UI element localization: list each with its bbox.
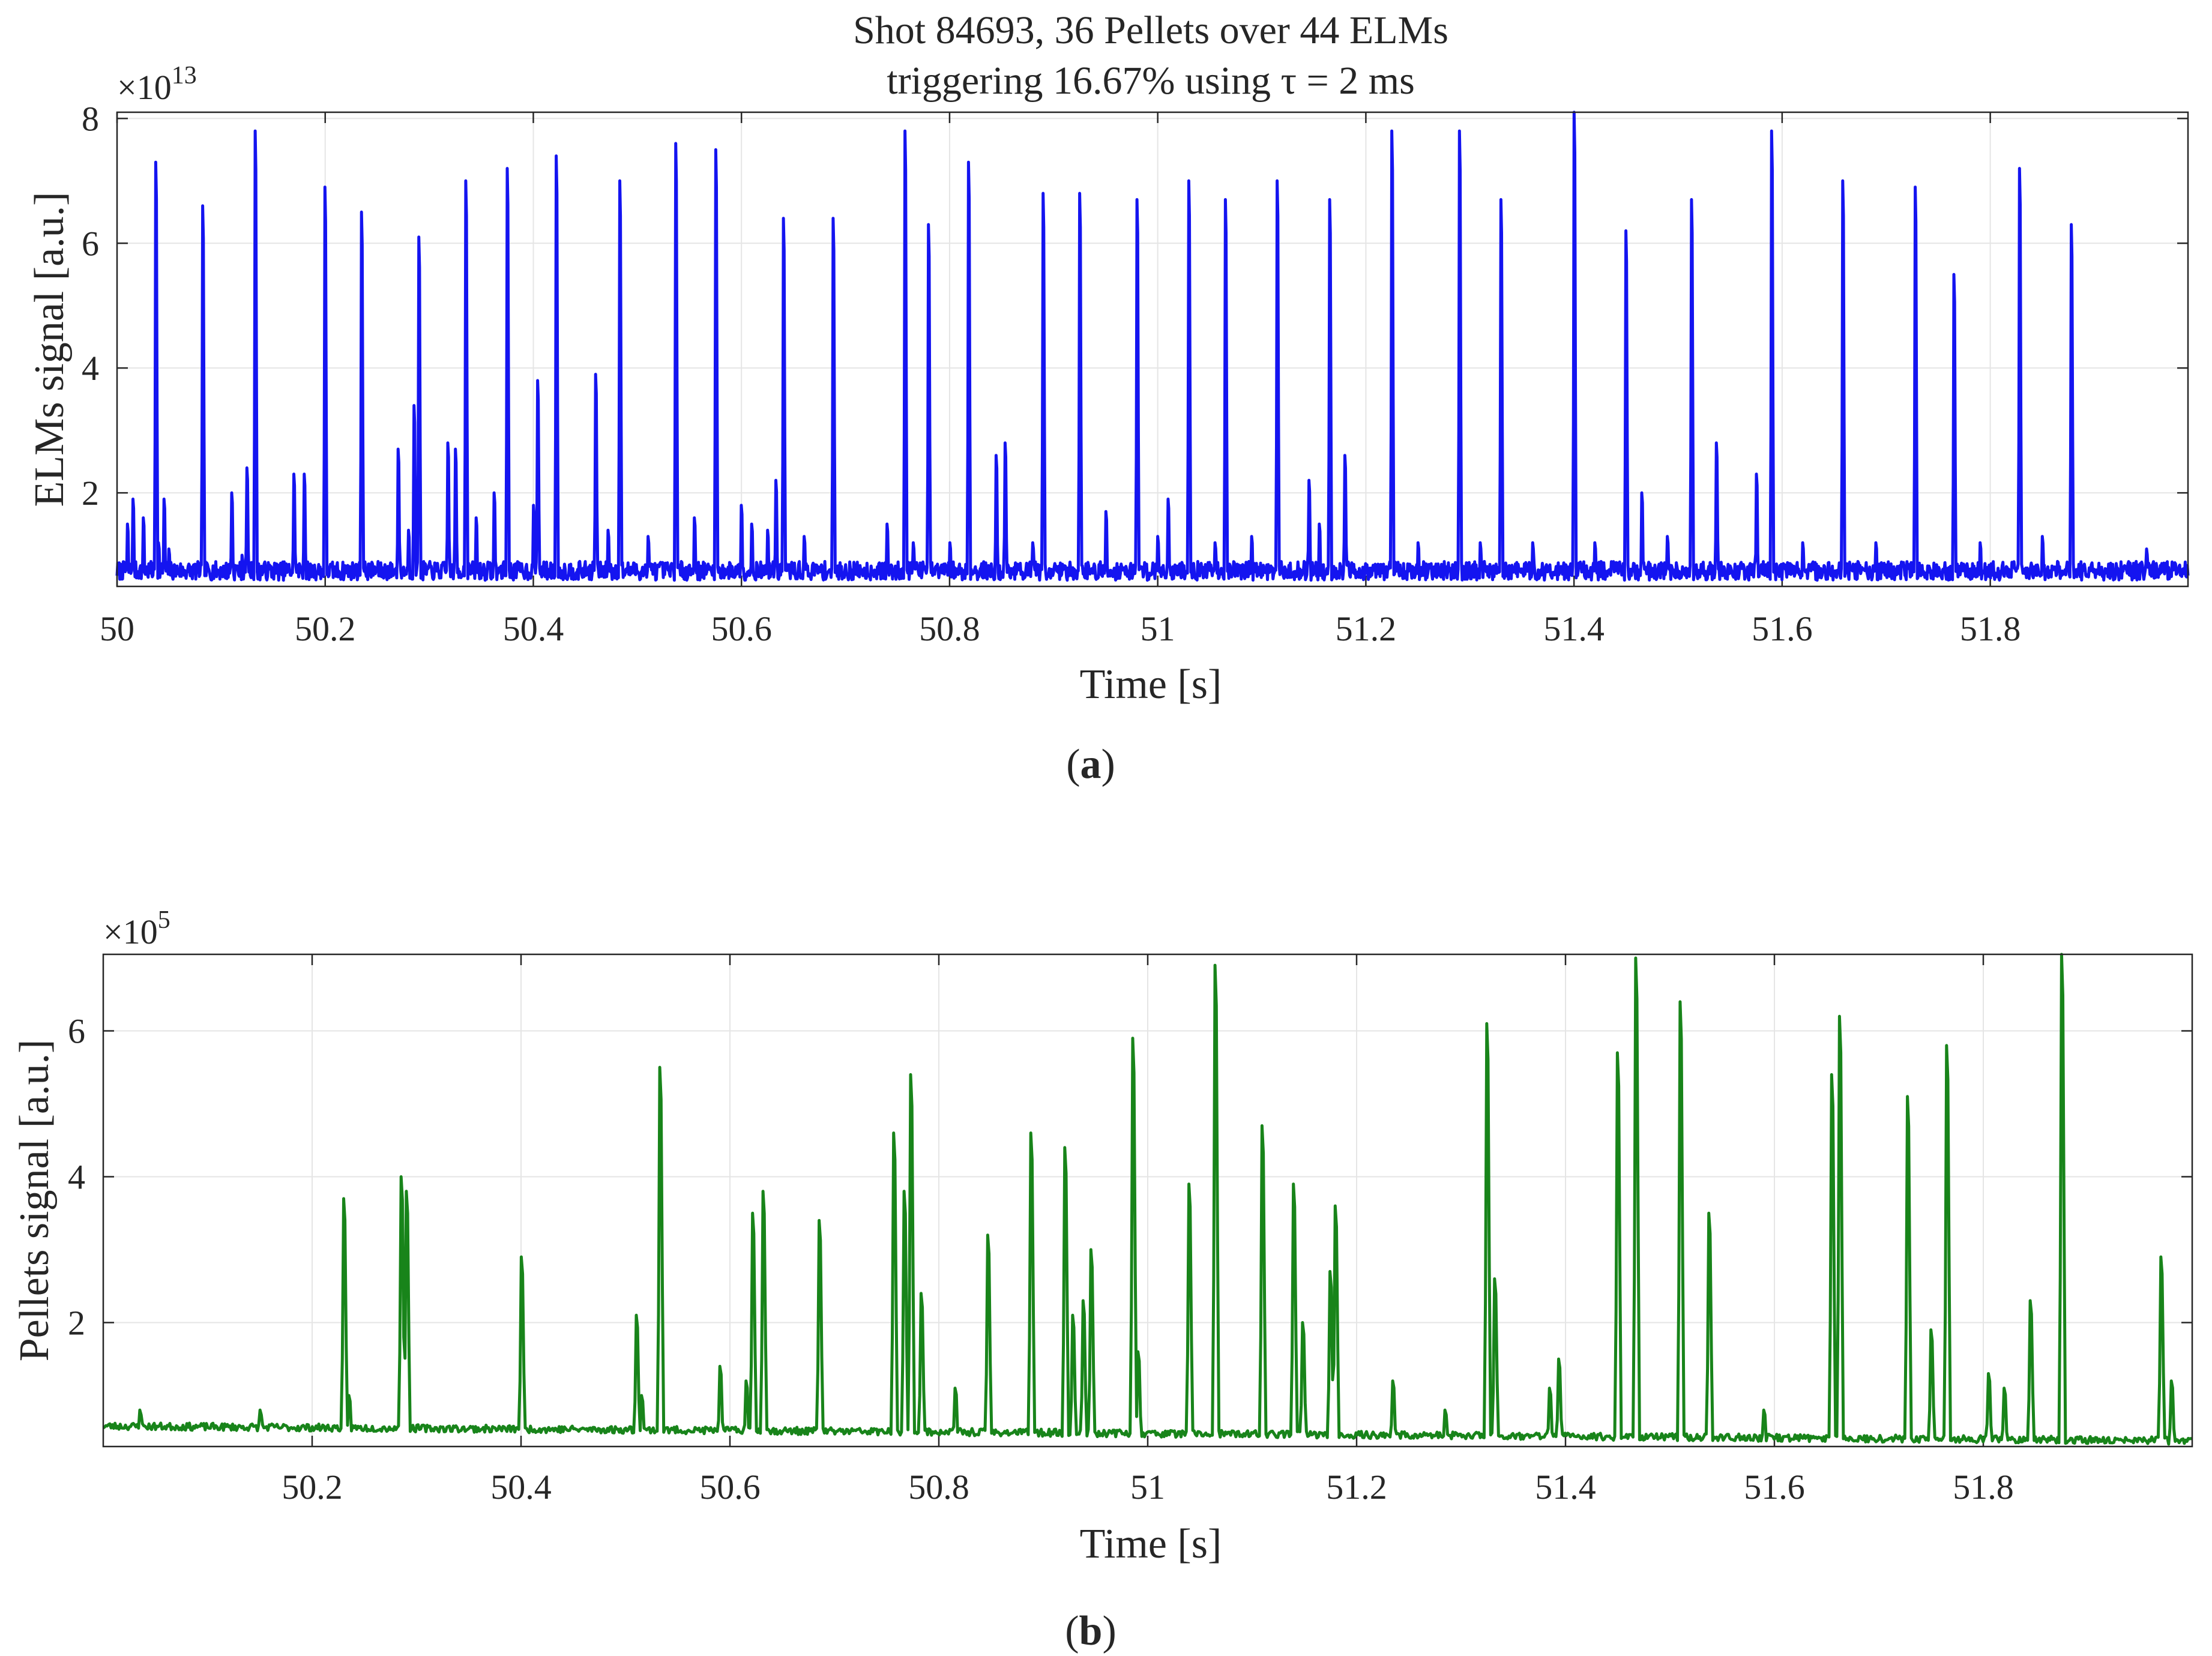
x-tick-label: 51 — [1141, 609, 1175, 648]
elms-signal-series — [115, 110, 2190, 582]
panel-caption-a: (a) — [1066, 741, 1115, 787]
pellets-signal-series — [102, 953, 2193, 1446]
y-tick-label: 8 — [82, 99, 99, 138]
grid — [103, 954, 2192, 1447]
grid — [116, 112, 2188, 586]
series-line — [102, 953, 2193, 1446]
x-axis-label: Time [s] — [1080, 1521, 1222, 1567]
x-tick-label: 50.2 — [282, 1468, 343, 1507]
x-tick-label: 51.4 — [1535, 1468, 1596, 1507]
plot-frame — [102, 953, 2193, 1448]
x-tick-label: 50.8 — [919, 609, 980, 648]
x-tick-label: 50.4 — [503, 609, 564, 648]
x-tick-label: 50.8 — [908, 1468, 969, 1507]
series-line — [115, 110, 2190, 582]
x-tick-label: 50 — [100, 609, 134, 648]
y-tick-label: 6 — [82, 224, 99, 263]
axis-ticks: 50.2 50.4 50.6 50.8 51 51.2 51.4 51.6 51.8 2 4 6 — [68, 954, 2192, 1507]
y-exponent-label: ×1013 — [117, 62, 197, 107]
x-tick-label: 51.2 — [1336, 609, 1397, 648]
y-axis-label: Pellets signal [a.u.] — [11, 1040, 58, 1362]
y-axis-label: ELMs signal [a.u.] — [26, 192, 73, 507]
x-tick-label: 51.4 — [1543, 609, 1605, 648]
x-tick-label: 51 — [1130, 1468, 1165, 1507]
y-tick-label: 4 — [82, 349, 99, 388]
x-tick-label: 51.2 — [1326, 1468, 1387, 1507]
x-axis-label: Time [s] — [1080, 661, 1222, 708]
x-tick-label: 50.6 — [711, 609, 772, 648]
pellets-chart: 50.2 50.4 50.6 50.8 51 51.2 51.4 51.6 51.8 2 4 6 ×1… — [11, 906, 2193, 1654]
y-exponent-label: ×105 — [103, 906, 170, 951]
x-tick-label: 50.6 — [699, 1468, 761, 1507]
x-tick-label: 51.8 — [1953, 1468, 2014, 1507]
panel-caption-b: (b) — [1065, 1608, 1117, 1654]
axis-ticks: 50 50.2 50.4 50.6 50.8 51 51.2 51.4 51.6 51.8 2 4 6 8 — [82, 99, 2188, 648]
x-tick-label: 51.8 — [1960, 609, 2021, 648]
x-tick-label: 51.6 — [1744, 1468, 1805, 1507]
x-tick-label: 50.4 — [490, 1468, 552, 1507]
chart-title-line1: Shot 84693, 36 Pellets over 44 ELMs — [853, 8, 1448, 52]
y-tick-label: 2 — [68, 1303, 85, 1342]
x-tick-label: 50.2 — [295, 609, 356, 648]
x-tick-label: 51.6 — [1752, 609, 1813, 648]
elms-chart: Shot 84693, 36 Pellets over 44 ELMs trig… — [26, 8, 2190, 787]
y-tick-label: 4 — [68, 1158, 85, 1197]
plot-frame — [116, 111, 2189, 588]
y-tick-label: 6 — [68, 1012, 85, 1051]
chart-title-line2: triggering 16.67% using τ = 2 ms — [887, 59, 1415, 103]
y-tick-label: 2 — [82, 474, 99, 513]
